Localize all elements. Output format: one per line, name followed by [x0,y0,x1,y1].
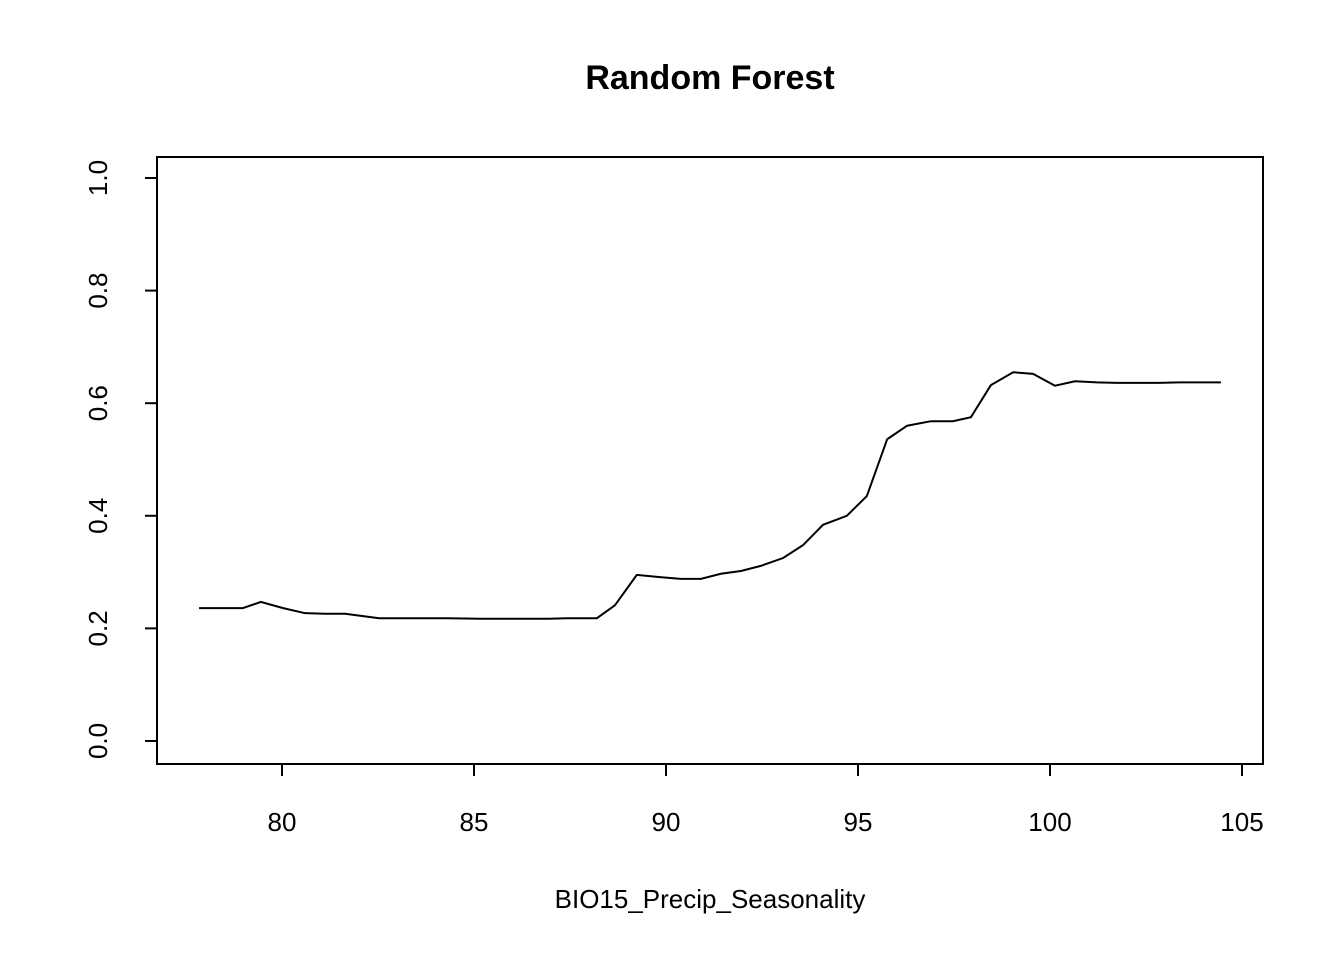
chart-title: Random Forest [585,59,834,97]
x-axis-label: BIO15_Precip_Seasonality [555,884,866,914]
x-tick-label: 95 [844,807,873,837]
x-tick-label: 100 [1028,807,1071,837]
data-line [199,371,1221,620]
y-tick-label: 0.6 [83,385,113,421]
x-tick-label: 80 [268,807,297,837]
y-tick-label: 0.8 [83,273,113,309]
plot-frame [156,156,1264,765]
y-tick-label: 0.2 [83,610,113,646]
x-tick-label: 85 [460,807,489,837]
y-tick-label: 0.4 [83,498,113,534]
x-tick-label: 90 [652,807,681,837]
x-tick-label: 105 [1220,807,1263,837]
y-tick-label: 0.0 [83,723,113,759]
y-tick-label: 1.0 [83,160,113,196]
